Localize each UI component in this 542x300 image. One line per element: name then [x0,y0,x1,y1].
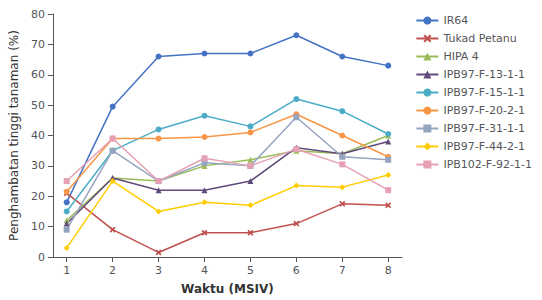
svg-text:70: 70 [31,38,45,51]
svg-text:IPB97-F-20-2-1: IPB97-F-20-2-1 [443,104,525,117]
svg-text:6: 6 [293,264,300,277]
svg-text:1: 1 [63,264,70,277]
svg-text:0: 0 [38,251,45,264]
svg-text:IPB97-F-15-1-1: IPB97-F-15-1-1 [443,86,525,99]
svg-text:IPB102-F-92-1-1: IPB102-F-92-1-1 [443,158,532,171]
svg-text:Tukad Petanu: Tukad Petanu [442,32,516,45]
svg-text:8: 8 [385,264,392,277]
svg-text:4: 4 [201,264,208,277]
svg-text:Penghambatan tinggi tanaman (%: Penghambatan tinggi tanaman (%) [7,30,21,241]
svg-text:20: 20 [31,190,45,203]
svg-text:HIPA 4: HIPA 4 [443,50,478,63]
svg-text:2: 2 [109,264,116,277]
svg-text:40: 40 [31,129,45,142]
svg-text:Waktu (MSIV): Waktu (MSIV) [181,282,274,296]
svg-text:IPB97-F-44-2-1: IPB97-F-44-2-1 [443,140,525,153]
svg-text:80: 80 [31,8,45,21]
svg-text:IPB97-F-31-1-1: IPB97-F-31-1-1 [443,122,525,135]
svg-text:60: 60 [31,68,45,81]
svg-text:5: 5 [247,264,254,277]
svg-text:30: 30 [31,159,45,172]
svg-text:10: 10 [31,220,45,233]
svg-text:IPB97-F-13-1-1: IPB97-F-13-1-1 [443,68,525,81]
svg-text:3: 3 [155,264,162,277]
svg-text:50: 50 [31,99,45,112]
svg-text:7: 7 [339,264,346,277]
svg-text:IR64: IR64 [443,14,468,27]
